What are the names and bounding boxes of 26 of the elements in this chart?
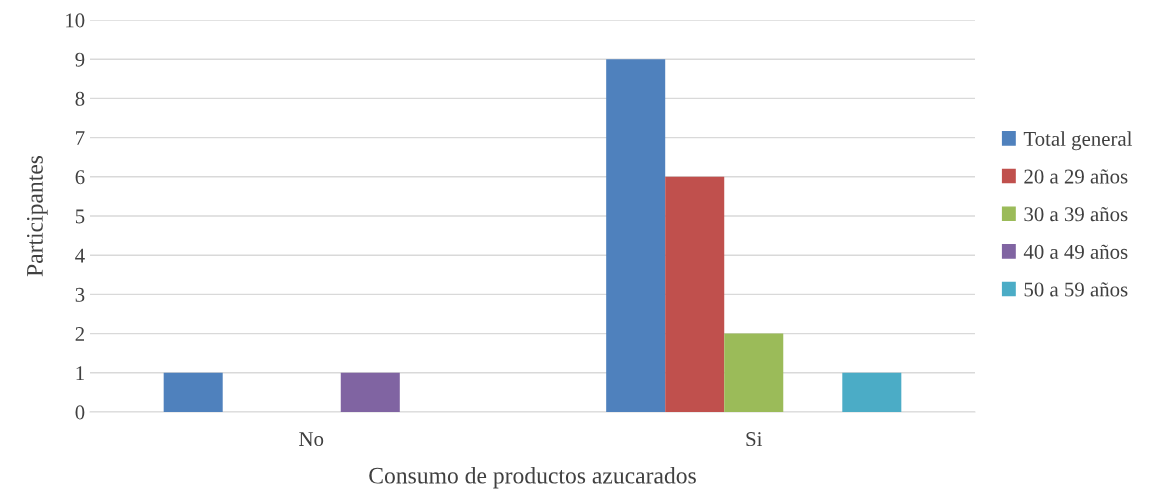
- x-axis-title: Consumo de productos azucarados: [369, 467, 696, 489]
- y-tick-label: 0: [75, 405, 85, 420]
- y-tick-label: 8: [75, 91, 85, 106]
- y-tick-label: 3: [75, 287, 85, 302]
- y-tick-label: 4: [75, 248, 85, 263]
- x-tick-label: No: [299, 432, 324, 447]
- y-tick-label: 2: [75, 327, 84, 341]
- bar: [842, 372, 902, 412]
- bar: [340, 372, 400, 412]
- y-tick-label: 10: [66, 13, 85, 28]
- y-tick-label: 1: [76, 366, 84, 381]
- y-tick-label: 9: [75, 52, 85, 67]
- legend-label: 20 a 29 años: [1024, 169, 1128, 184]
- bar: [665, 176, 725, 412]
- y-axis-title: Participantes: [26, 155, 48, 277]
- y-tick-label: 6: [75, 170, 85, 185]
- legend-label: 50 a 59 años: [1024, 282, 1128, 297]
- y-tick-label: 7: [76, 131, 85, 145]
- legend-label: 30 a 39 años: [1024, 207, 1128, 222]
- x-tick-label: Si: [746, 432, 763, 447]
- bar: [724, 333, 784, 412]
- legend-label: Total general: [1023, 131, 1133, 151]
- bar: [606, 59, 666, 412]
- bar: [163, 372, 223, 412]
- y-tick-label: 5: [75, 209, 85, 224]
- legend-label: 40 a 49 años: [1023, 244, 1128, 259]
